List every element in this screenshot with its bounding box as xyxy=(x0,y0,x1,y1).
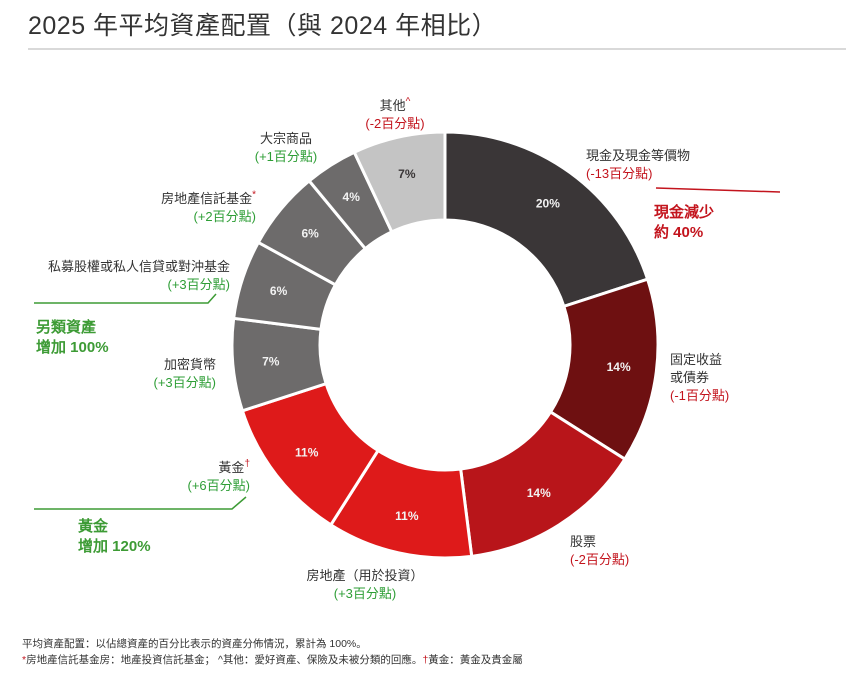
slice-value-label-9: 7% xyxy=(398,167,416,181)
label-crypto-change: (+3百分點) xyxy=(153,375,216,390)
cash-callout-rule xyxy=(655,187,781,193)
donut-value-labels: 20% 14% 14% 11% 11% 7% 6% 6% 4% 7% xyxy=(262,167,631,523)
page-title: 2025 年平均資產配置（與 2024 年相比） xyxy=(28,12,498,40)
label-commodities-name: 大宗商品 xyxy=(259,131,312,146)
footnote-2-mark2: † xyxy=(422,654,429,666)
label-fixed-income-name-2: 或債券 xyxy=(670,370,710,385)
label-cash: 現金及現金等價物 (-13百分點) xyxy=(586,147,690,183)
label-commodities-change: (+1百分點) xyxy=(254,149,318,164)
slice-value-label-8: 4% xyxy=(343,190,361,204)
label-equities-change: (-2百分點) xyxy=(570,552,630,567)
donut-slices xyxy=(230,130,660,560)
label-gold-name: 黃金 xyxy=(218,460,245,475)
label-cash-name: 現金及現金等價物 xyxy=(586,148,691,163)
slice-value-label-5: 7% xyxy=(262,354,280,368)
label-real-estate-change: (+3百分點) xyxy=(333,586,397,601)
label-cash-change: (-13百分點) xyxy=(586,166,653,181)
footnote-2-mark: * xyxy=(22,654,27,666)
label-real-estate: 房地產（用於投資） (+3百分點) xyxy=(290,567,440,603)
label-reits-change: (+2百分點) xyxy=(193,209,256,224)
label-real-estate-name: 房地產（用於投資） xyxy=(306,568,424,583)
label-crypto: 加密貨幣 (+3百分點) xyxy=(116,356,216,392)
callout-gold-up-line1: 黃金 xyxy=(78,518,109,535)
label-other: 其他^ (-2百分點) xyxy=(345,97,445,133)
label-equities-name: 股票 xyxy=(570,534,597,549)
title-divider xyxy=(28,48,846,50)
footnote-2: *房地產信託基金房：地產投資信託基金； ^其他：愛好資產、保險及未被分類的回應。… xyxy=(22,652,523,667)
label-commodities: 大宗商品 (+1百分點) xyxy=(236,130,336,166)
label-crypto-name: 加密貨幣 xyxy=(163,357,216,372)
label-reits-mark: * xyxy=(252,189,256,201)
footnote-2-text: 房地產信託基金房：地產投資信託基金； ^其他：愛好資產、保險及未被分類的回應。 xyxy=(26,654,423,666)
label-fixed-income: 固定收益 或債券 (-1百分點) xyxy=(670,351,729,405)
label-equities: 股票 (-2百分點) xyxy=(570,533,629,569)
label-gold-change: (+6百分點) xyxy=(187,478,250,493)
label-private-name: 私募股權或私人信貸或對沖基金 xyxy=(47,259,230,274)
callout-gold-up-line2: 增加 120% xyxy=(78,538,151,555)
label-fixed-income-change: (-1百分點) xyxy=(670,388,730,403)
slice-value-label-6: 6% xyxy=(270,284,288,298)
callout-cash-down-line2: 約 40% xyxy=(654,224,704,241)
label-other-mark: ^ xyxy=(405,96,411,108)
slice-value-label-7: 6% xyxy=(301,226,319,240)
callout-alt-up-line1: 另類資產 xyxy=(36,319,97,336)
footnote-1: 平均資產配置：以佔總資產的百分比表示的資產分佈情況，累計為 100%。 xyxy=(22,638,367,650)
slice-9 xyxy=(352,130,447,234)
slice-value-label-3: 11% xyxy=(395,509,419,523)
label-other-name: 其他 xyxy=(379,98,406,113)
label-fixed-income-name-1: 固定收益 xyxy=(670,352,723,367)
alt-callout-rule xyxy=(34,293,217,304)
slice-value-label-2: 14% xyxy=(527,486,551,500)
label-gold: 黃金† (+6百分點) xyxy=(150,459,250,495)
slice-value-label-1: 14% xyxy=(607,360,631,374)
callout-cash-down-line1: 現金減少 xyxy=(654,204,715,221)
slice-0 xyxy=(443,130,650,309)
callout-alt-up: 另類資產 增加 100% xyxy=(36,318,109,358)
label-private-change: (+3百分點) xyxy=(167,277,230,292)
label-reits: 房地產信託基金* (+2百分點) xyxy=(116,190,256,226)
label-gold-mark: † xyxy=(244,458,250,470)
callout-cash-down: 現金減少 約 40% xyxy=(654,203,714,243)
label-reits-name: 房地產信託基金 xyxy=(161,191,253,206)
footnote-2-text2: 黃金：黃金及貴金屬 xyxy=(428,654,523,666)
callout-gold-up: 黃金 增加 120% xyxy=(78,517,151,557)
label-other-change: (-2百分點) xyxy=(365,116,425,131)
gold-callout-rule xyxy=(34,496,247,510)
label-private: 私募股權或私人信貸或對沖基金 (+3百分點) xyxy=(20,258,230,294)
callout-alt-up-line2: 增加 100% xyxy=(36,339,109,356)
slice-value-label-4: 11% xyxy=(295,445,319,459)
slice-value-label-0: 20% xyxy=(536,196,560,210)
